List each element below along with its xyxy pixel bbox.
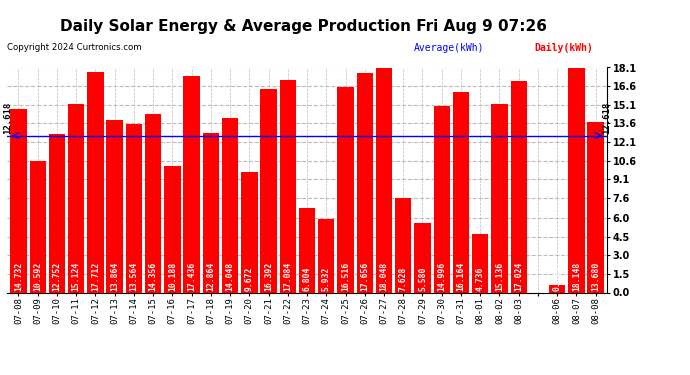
Bar [318, 219, 335, 292]
Bar [30, 161, 46, 292]
Text: 16.164: 16.164 [457, 262, 466, 291]
Text: 6.804: 6.804 [302, 267, 312, 291]
Bar [49, 134, 65, 292]
Bar [414, 223, 431, 292]
Bar [10, 110, 27, 292]
Text: 17.024: 17.024 [514, 262, 523, 291]
Text: 17.084: 17.084 [284, 262, 293, 291]
Text: 12.618: 12.618 [3, 102, 12, 134]
Bar [241, 172, 257, 292]
Text: 14.996: 14.996 [437, 262, 446, 291]
Text: 0.636: 0.636 [553, 267, 562, 291]
Bar [126, 124, 142, 292]
Text: 15.124: 15.124 [72, 262, 81, 291]
Bar [203, 133, 219, 292]
Text: 13.864: 13.864 [110, 262, 119, 291]
Text: 13.564: 13.564 [130, 262, 139, 291]
Bar [569, 67, 584, 292]
Text: 17.656: 17.656 [360, 262, 369, 291]
Bar [222, 118, 238, 292]
Text: Average(kWh): Average(kWh) [414, 43, 484, 53]
Text: 14.048: 14.048 [226, 262, 235, 291]
Bar [511, 81, 527, 292]
Bar [587, 123, 604, 292]
Text: 14.356: 14.356 [148, 262, 157, 291]
Bar [87, 72, 104, 292]
Bar [145, 114, 161, 292]
Text: 7.628: 7.628 [399, 267, 408, 291]
Bar [184, 76, 200, 292]
Text: 10.188: 10.188 [168, 262, 177, 291]
Bar [453, 92, 469, 292]
Bar [376, 68, 392, 292]
Text: 5.932: 5.932 [322, 267, 331, 291]
Text: Daily Solar Energy & Average Production Fri Aug 9 07:26: Daily Solar Energy & Average Production … [60, 19, 547, 34]
Text: Daily(kWh): Daily(kWh) [535, 43, 593, 53]
Text: 16.516: 16.516 [341, 262, 350, 291]
Bar [472, 234, 489, 292]
Text: 17.712: 17.712 [91, 262, 100, 291]
Bar [299, 208, 315, 292]
Text: 14.732: 14.732 [14, 262, 23, 291]
Bar [164, 166, 181, 292]
Bar [549, 285, 565, 292]
Text: 5.580: 5.580 [418, 267, 427, 291]
Bar [279, 80, 296, 292]
Bar [395, 198, 411, 292]
Bar [337, 87, 354, 292]
Text: 18.048: 18.048 [380, 262, 388, 291]
Text: 13.680: 13.680 [591, 262, 600, 291]
Text: Copyright 2024 Curtronics.com: Copyright 2024 Curtronics.com [7, 43, 141, 52]
Text: 10.592: 10.592 [33, 262, 42, 291]
Text: 15.136: 15.136 [495, 262, 504, 291]
Text: 16.392: 16.392 [264, 262, 273, 291]
Bar [260, 89, 277, 292]
Text: 12.864: 12.864 [206, 262, 215, 291]
Bar [433, 106, 450, 292]
Bar [491, 104, 508, 292]
Bar [106, 120, 123, 292]
Bar [357, 73, 373, 292]
Text: 12.618: 12.618 [602, 102, 611, 134]
Text: 9.672: 9.672 [245, 267, 254, 291]
Text: 12.752: 12.752 [52, 262, 61, 291]
Text: 4.736: 4.736 [475, 267, 484, 291]
Bar [68, 105, 84, 292]
Text: 17.436: 17.436 [187, 262, 196, 291]
Text: 18.148: 18.148 [572, 262, 581, 291]
